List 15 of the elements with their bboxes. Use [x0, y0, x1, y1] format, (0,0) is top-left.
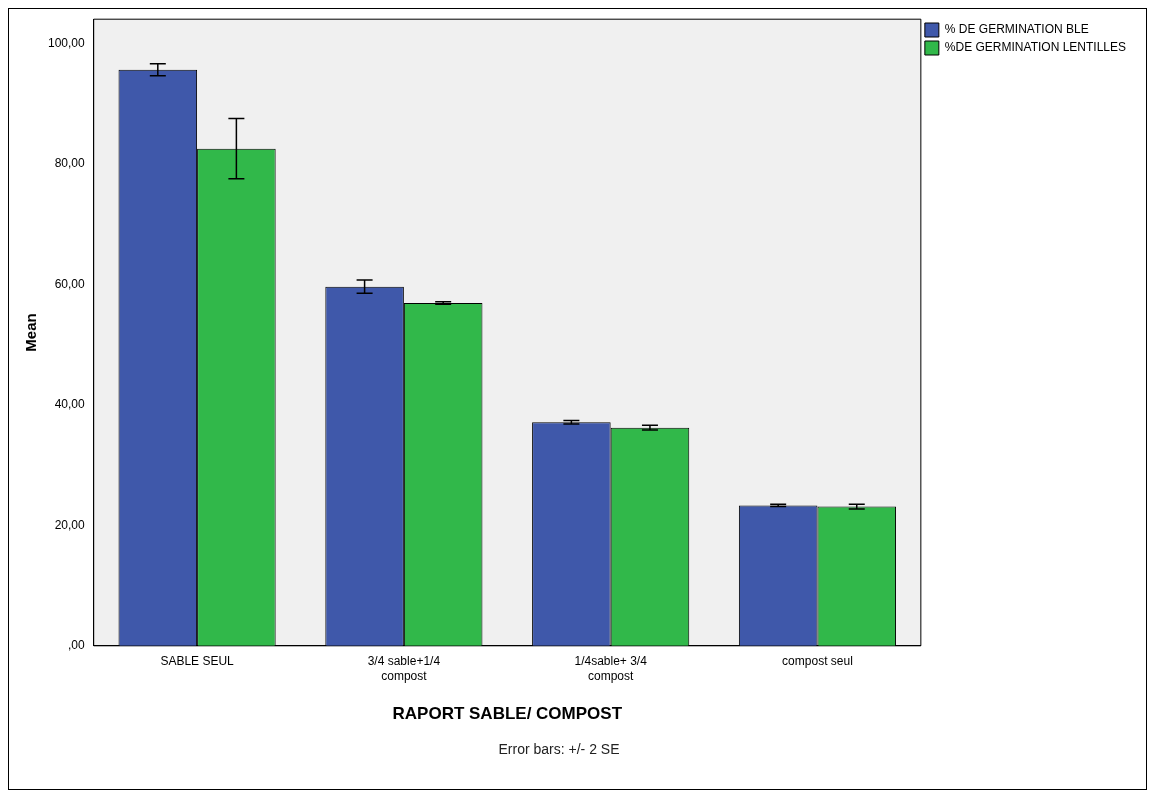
y-tick-label: 40,00	[54, 397, 86, 412]
y-axis-title: Mean	[22, 313, 40, 352]
y-tick-label: 20,00	[54, 517, 86, 532]
y-tick-label: 60,00	[54, 276, 86, 291]
x-tick-label: 1/4sable+ 3/4 compost	[574, 654, 648, 683]
legend-label: %DE GERMINATION LENTILLES	[944, 40, 1127, 55]
x-tick-label: SABLE SEUL	[160, 654, 235, 669]
y-tick-label: 80,00	[54, 156, 86, 171]
y-tick-label: ,00	[68, 638, 86, 653]
x-tick-label: compost seul	[782, 654, 853, 669]
x-tick-label: 3/4 sable+1/4 compost	[367, 654, 441, 683]
y-tick-label: 100,00	[48, 35, 86, 50]
x-axis-title: RAPORT SABLE/ COMPOST	[392, 704, 623, 724]
legend-label: % DE GERMINATION BLE	[944, 22, 1089, 37]
text: Error bars: +/- 2 SE	[497, 741, 621, 757]
